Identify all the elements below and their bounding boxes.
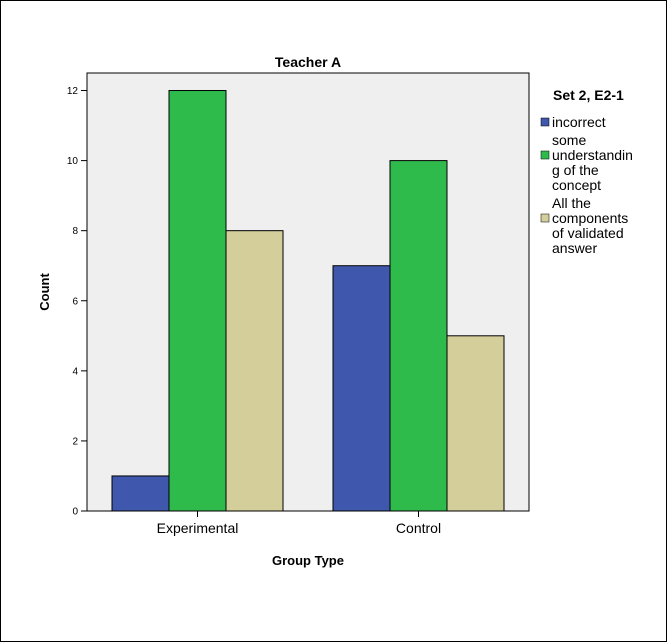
y-tick-label: 6 [72, 296, 78, 307]
legend-label: components [552, 210, 628, 226]
legend-label: All the [552, 195, 591, 211]
legend-label: g of the [552, 162, 599, 178]
bar [332, 265, 391, 512]
y-tick-label: 0 [72, 507, 78, 518]
y-tick-label: 12 [67, 86, 79, 97]
bar [446, 335, 505, 512]
chart-title: Teacher A [275, 54, 341, 70]
legend-swatch [540, 150, 550, 160]
legend-title: Set 2, E2-1 [553, 87, 624, 103]
y-tick-label: 4 [72, 366, 78, 377]
y-tick-label: 2 [72, 436, 78, 447]
legend-swatch [540, 213, 550, 223]
legend-label: of validated [552, 225, 624, 241]
x-tick-label: Control [396, 520, 441, 536]
y-tick-label: 10 [67, 156, 79, 167]
bar [389, 160, 448, 512]
bar [225, 230, 284, 512]
bar [168, 90, 227, 512]
legend-swatch [540, 117, 550, 127]
axes: 0 2 4 6 8 10 12 Experimental Control [67, 86, 441, 536]
x-axis-title: Group Type [272, 553, 344, 568]
legend-label: concept [552, 177, 601, 193]
legend-label: incorrect [552, 114, 606, 130]
y-axis-title: Count [37, 273, 52, 311]
legend-label: understandin [552, 147, 633, 163]
bars [111, 90, 505, 512]
legend-label: some [552, 132, 586, 148]
y-tick-label: 8 [72, 226, 78, 237]
bar [111, 475, 170, 512]
x-tick-label: Experimental [157, 520, 239, 536]
legend-label: answer [552, 240, 597, 256]
